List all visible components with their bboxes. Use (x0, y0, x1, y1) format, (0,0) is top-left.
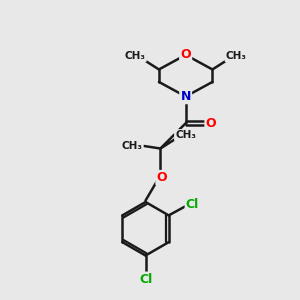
Text: O: O (180, 48, 191, 62)
Text: O: O (157, 171, 167, 184)
Text: N: N (181, 90, 191, 103)
Text: CH₃: CH₃ (124, 51, 146, 61)
Text: O: O (206, 117, 216, 130)
Text: CH₃: CH₃ (226, 51, 247, 61)
Text: Cl: Cl (186, 199, 199, 212)
Text: CH₃: CH₃ (175, 130, 196, 140)
Text: Cl: Cl (139, 273, 152, 286)
Text: CH₃: CH₃ (122, 140, 143, 151)
